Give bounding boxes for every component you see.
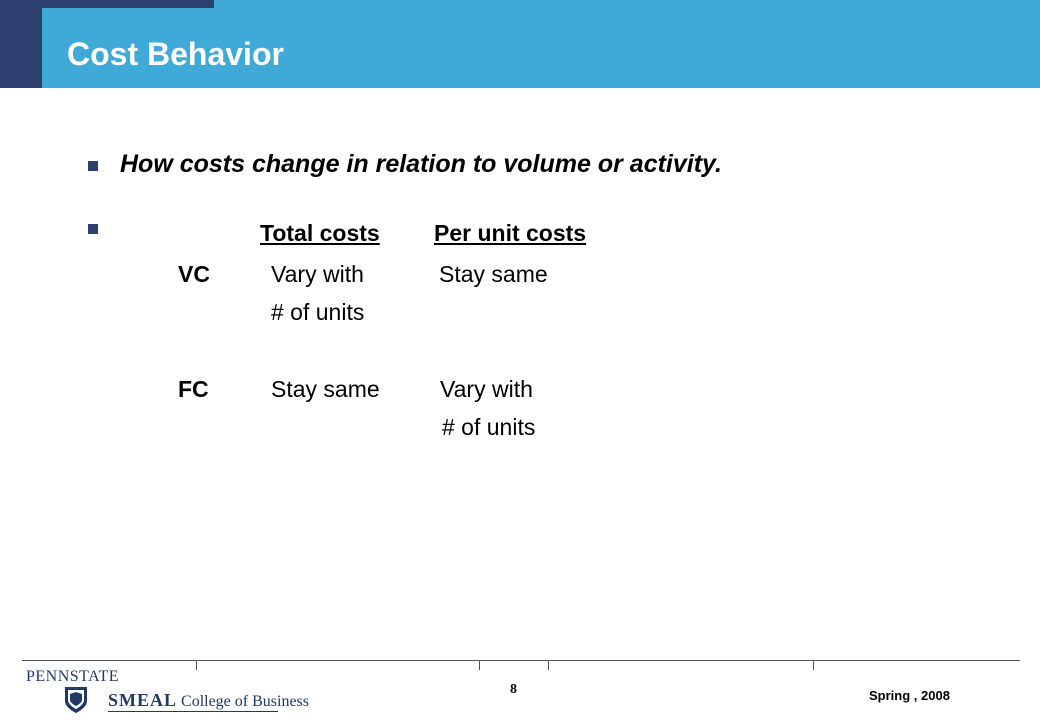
footer-tick <box>196 660 197 670</box>
bullet-square-icon <box>88 224 98 234</box>
intro-text: How costs change in relation to volume o… <box>120 150 722 178</box>
pennstate-shield-icon <box>65 687 87 713</box>
page-number: 8 <box>510 682 517 697</box>
title-banner <box>0 0 1040 88</box>
slide-title: Cost Behavior <box>67 36 284 72</box>
footer-tick <box>813 660 814 670</box>
logo-underline <box>108 711 278 712</box>
title-banner-top-accent <box>42 0 214 8</box>
title-banner-accent <box>0 0 42 88</box>
fc-total-line-1: Stay same <box>271 376 380 402</box>
footer-date: Spring , 2008 <box>869 688 950 703</box>
smeal-logo-name: SMEAL <box>108 690 178 710</box>
footer-divider <box>22 660 1020 661</box>
smeal-logo-college: College of Business <box>181 693 310 710</box>
row-label-fc: FC <box>178 376 209 402</box>
footer-tick <box>479 660 480 670</box>
fc-per-unit-line-1: Vary with <box>440 376 533 402</box>
smeal-logo: SMEAL College of Business <box>108 690 309 711</box>
footer-tick <box>548 660 549 670</box>
fc-per-unit-line-2: # of units <box>442 414 536 440</box>
vc-total-line-2: # of units <box>271 299 365 325</box>
header-total-costs: Total costs <box>260 220 380 246</box>
vc-total-line-1: Vary with <box>271 261 364 287</box>
row-label-vc: VC <box>178 261 210 287</box>
pennstate-logo-text: PENNSTATE <box>26 668 119 685</box>
header-per-unit-costs: Per unit costs <box>434 220 587 246</box>
vc-per-unit-line-1: Stay same <box>439 261 548 287</box>
bullet-square-icon <box>88 161 98 171</box>
